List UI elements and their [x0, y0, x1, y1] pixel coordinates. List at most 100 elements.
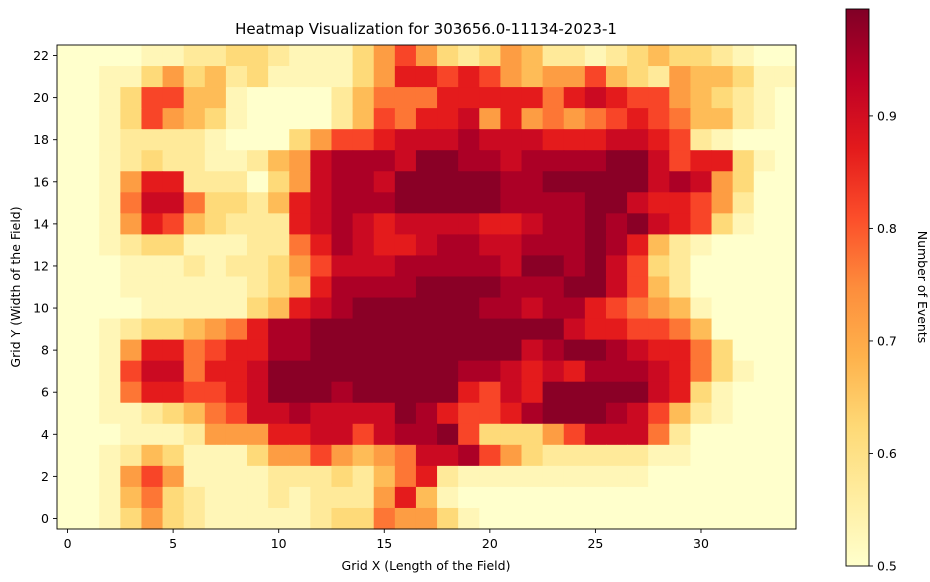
heatmap-cell	[331, 276, 354, 299]
heatmap-cell	[648, 360, 670, 383]
heatmap-cell	[584, 150, 607, 172]
heatmap-cell	[225, 318, 248, 341]
heatmap-cell	[774, 339, 797, 362]
heatmap-cell	[225, 108, 248, 130]
colorbar-ticks: 0.5 0.6 0.7 0.8 0.9	[869, 108, 897, 574]
heatmap-cell	[774, 381, 797, 404]
heatmap-cell	[162, 150, 185, 172]
heatmap-cell	[352, 297, 375, 320]
heatmap-cell	[204, 444, 227, 467]
heatmap-cell	[183, 255, 206, 278]
heatmap-cell	[690, 150, 713, 172]
heatmap-cell	[225, 339, 248, 362]
heatmap-cell	[437, 66, 459, 88]
heatmap-cell	[584, 129, 607, 151]
heatmap-cell	[183, 87, 206, 109]
heatmap-cell	[415, 381, 438, 404]
heatmap-cell	[162, 297, 185, 320]
heatmap-cell	[120, 318, 143, 341]
heatmap-cell	[57, 45, 79, 67]
heatmap-cell	[500, 234, 523, 257]
heatmap-cell	[648, 444, 670, 467]
heatmap-cell	[394, 507, 417, 530]
heatmap-cell	[310, 339, 333, 362]
heatmap-cell	[458, 255, 480, 278]
heatmap-cell	[669, 45, 692, 67]
heatmap-cell	[774, 150, 797, 172]
heatmap-cell	[500, 318, 523, 341]
heatmap-cell	[732, 381, 755, 404]
heatmap-cell	[394, 465, 417, 488]
heatmap-cell	[331, 87, 354, 109]
heatmap-cell	[120, 87, 143, 109]
heatmap-cell	[225, 213, 248, 235]
heatmap-cell	[57, 381, 79, 404]
heatmap-cell	[669, 108, 692, 130]
x-tick-label: 25	[587, 536, 603, 551]
colorbar-tick-label: 0.8	[877, 221, 897, 236]
heatmap-cell	[711, 171, 734, 193]
heatmap-cell	[310, 234, 333, 257]
heatmap-cell	[753, 444, 776, 467]
heatmap-cell	[204, 486, 227, 509]
heatmap-cell	[99, 192, 121, 214]
heatmap-cell	[331, 150, 354, 172]
heatmap-cell	[521, 108, 544, 130]
heatmap-cell	[268, 507, 290, 530]
heatmap-cell	[479, 66, 501, 88]
heatmap-cell	[605, 276, 628, 299]
heatmap-cell	[120, 129, 143, 151]
heatmap-cell	[458, 465, 480, 488]
heatmap-cell	[563, 108, 586, 130]
heatmap-cell	[627, 150, 649, 172]
heatmap-cell	[394, 129, 417, 151]
heatmap-cell	[57, 108, 79, 130]
heatmap-cell	[162, 255, 185, 278]
heatmap-cell	[648, 150, 670, 172]
heatmap-cell	[120, 66, 143, 88]
heatmap-cell	[225, 129, 248, 151]
heatmap-cell	[247, 339, 269, 362]
heatmap-cell	[648, 45, 670, 67]
heatmap-cell	[183, 402, 206, 425]
heatmap-cell	[373, 129, 396, 151]
heatmap-cell	[690, 171, 713, 193]
heatmap-cell	[310, 318, 333, 341]
heatmap-cell	[458, 192, 480, 214]
heatmap-cell	[120, 297, 143, 320]
heatmap-cell	[120, 108, 143, 130]
heatmap-cell	[669, 297, 692, 320]
heatmap-cell	[627, 423, 649, 446]
heatmap-cell	[753, 192, 776, 214]
heatmap-cell	[669, 87, 692, 109]
heatmap-cell	[500, 465, 523, 488]
heatmap-cell	[352, 318, 375, 341]
heatmap-cell	[479, 213, 501, 235]
heatmap-cell	[732, 402, 755, 425]
colorbar-tick-label: 0.5	[877, 559, 897, 574]
heatmap-cell	[542, 108, 565, 130]
heatmap-cell	[373, 486, 396, 509]
heatmap-cells	[57, 45, 797, 530]
heatmap-cell	[394, 66, 417, 88]
heatmap-cell	[331, 255, 354, 278]
heatmap-cell	[99, 297, 121, 320]
heatmap-cell	[711, 318, 734, 341]
heatmap-cell	[627, 234, 649, 257]
heatmap-cell	[479, 45, 501, 67]
heatmap-cell	[690, 402, 713, 425]
heatmap-cell	[331, 465, 354, 488]
heatmap-cell	[458, 150, 480, 172]
heatmap-cell	[584, 234, 607, 257]
heatmap-cell	[732, 255, 755, 278]
heatmap-cell	[204, 465, 227, 488]
heatmap-cell	[225, 381, 248, 404]
heatmap-cell	[225, 360, 248, 383]
heatmap-cell	[711, 255, 734, 278]
heatmap-cell	[563, 318, 586, 341]
heatmap-cell	[183, 66, 206, 88]
heatmap-cell	[711, 486, 734, 509]
y-tick-label: 6	[41, 385, 49, 400]
heatmap-cell	[331, 507, 354, 530]
heatmap-cell	[753, 255, 776, 278]
